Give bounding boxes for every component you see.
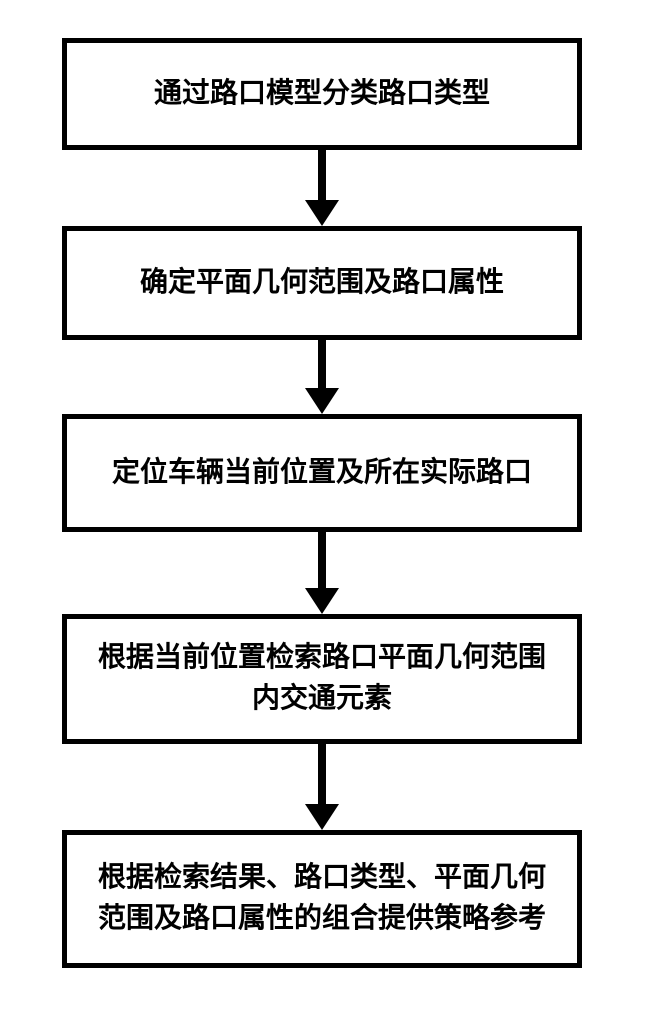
flow-node-3-label: 定位车辆当前位置及所在实际路口 <box>112 453 532 494</box>
flow-node-1: 通过路口模型分类路口类型 <box>62 38 582 150</box>
flowchart-canvas: 通过路口模型分类路口类型 确定平面几何范围及路口属性 定位车辆当前位置及所在实际… <box>0 0 646 1010</box>
flow-node-3: 定位车辆当前位置及所在实际路口 <box>62 414 582 532</box>
flow-node-1-label: 通过路口模型分类路口类型 <box>154 74 490 115</box>
flow-node-4-label: 根据当前位置检索路口平面几何范围内交通元素 <box>85 638 559 719</box>
flow-node-5: 根据检索结果、路口类型、平面几何范围及路口属性的组合提供策略参考 <box>62 830 582 968</box>
flow-node-4: 根据当前位置检索路口平面几何范围内交通元素 <box>62 614 582 744</box>
flow-node-2: 确定平面几何范围及路口属性 <box>62 226 582 340</box>
flow-node-2-label: 确定平面几何范围及路口属性 <box>140 263 504 304</box>
flow-node-5-label: 根据检索结果、路口类型、平面几何范围及路口属性的组合提供策略参考 <box>85 858 559 939</box>
